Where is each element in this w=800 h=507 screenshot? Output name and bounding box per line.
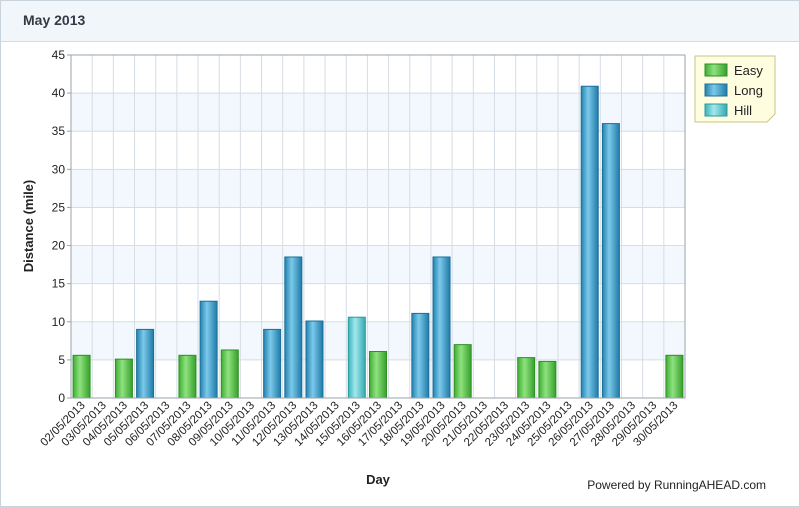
y-tick-label: 40 <box>52 86 66 100</box>
y-tick-label: 10 <box>52 315 66 329</box>
bar-easy-24-05-2013 <box>538 360 557 399</box>
panel-header: May 2013 <box>1 1 799 42</box>
bar-hill-15-05-2013 <box>347 316 366 399</box>
bar-long-05-05-2013 <box>136 328 155 399</box>
y-axis-label: Distance (mile) <box>21 180 36 272</box>
y-tick-label: 15 <box>52 277 66 291</box>
bar-long-19-05-2013 <box>432 256 451 399</box>
legend-swatch-long <box>704 83 728 97</box>
legend-swatch-easy <box>704 63 728 77</box>
y-tick-label: 30 <box>52 162 66 176</box>
y-tick-label: 0 <box>58 391 65 405</box>
bar-long-27-05-2013 <box>601 123 620 399</box>
legend-label-easy: Easy <box>734 63 763 78</box>
bar-long-11-05-2013 <box>263 328 282 399</box>
axes <box>70 54 686 399</box>
plot-frame <box>70 54 686 399</box>
legend-swatch-hill <box>704 103 728 117</box>
bar-easy-23-05-2013 <box>517 357 536 399</box>
y-tick-label: 35 <box>52 124 66 138</box>
legend-label-long: Long <box>734 83 763 98</box>
x-tick-labels: 02/05/201303/05/201304/05/201305/05/2013… <box>39 400 681 449</box>
bar-easy-30-05-2013 <box>665 354 684 399</box>
x-axis-label: Day <box>366 472 391 487</box>
bar-easy-09-05-2013 <box>220 349 239 399</box>
bar-long-26-05-2013 <box>580 85 599 399</box>
bar-long-18-05-2013 <box>411 312 430 399</box>
bar-easy-16-05-2013 <box>369 351 387 399</box>
y-tick-label: 20 <box>52 239 66 253</box>
bar-easy-02-05-2013 <box>72 354 91 399</box>
bar-long-08-05-2013 <box>199 300 218 399</box>
powered-by-credit: Powered by RunningAHEAD.com <box>587 478 766 492</box>
bar-long-13-05-2013 <box>305 320 324 399</box>
legend: Easy Long Hill <box>694 55 776 123</box>
bar-easy-07-05-2013 <box>178 354 197 399</box>
legend-label-hill: Hill <box>734 103 752 118</box>
y-tick-label: 45 <box>52 48 66 62</box>
bar-easy-20-05-2013 <box>453 344 472 399</box>
y-tick-label: 25 <box>52 200 66 214</box>
y-tick-label: 5 <box>58 353 65 367</box>
bars <box>72 85 684 399</box>
bar-long-12-05-2013 <box>284 256 303 399</box>
panel-title: May 2013 <box>23 12 86 28</box>
bar-easy-04-05-2013 <box>114 358 133 399</box>
y-tick-labels: 0 5 10 15 20 25 30 35 40 45 <box>52 48 71 405</box>
